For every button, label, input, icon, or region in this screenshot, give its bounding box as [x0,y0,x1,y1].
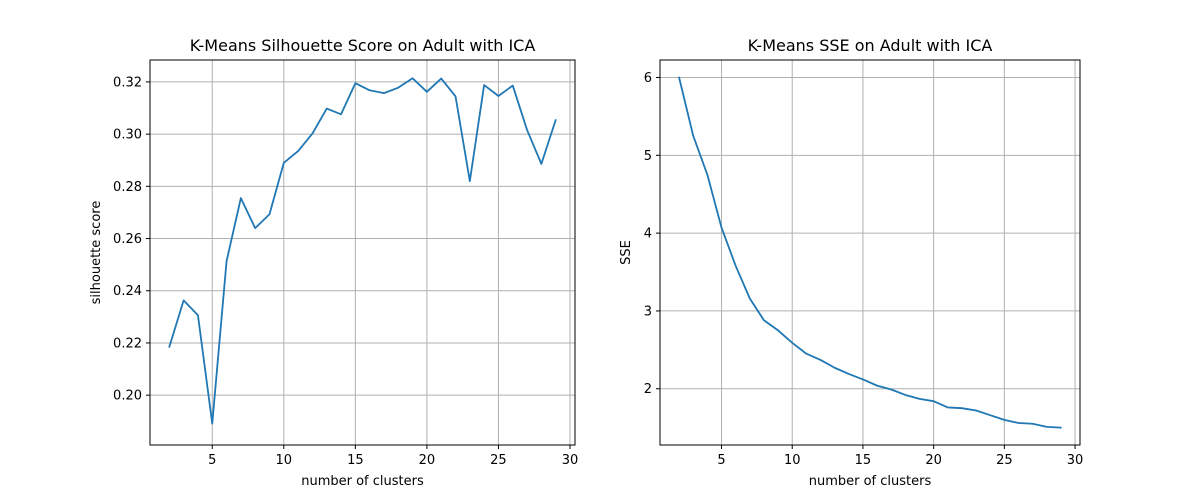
chart-title: K-Means SSE on Adult with ICA [748,36,993,55]
y-tick-label: 2 [644,382,652,397]
chart-silhouette: 5 10 15 20 25 30 0.20 0.22 0.24 0.26 0.28 0.30 0.32 K… [89,36,578,489]
chart-title: K-Means Silhouette Score on Adult with I… [190,36,536,55]
x-tick-label: 15 [347,453,364,468]
y-tick-label: 3 [644,304,652,319]
x-axis-label: number of clusters [809,474,932,489]
y-tick-label: 0.30 [113,128,142,143]
y-tick-label: 6 [644,71,652,86]
x-tick-label: 5 [208,453,216,468]
y-tick-label: 4 [644,227,652,242]
plot-frame [149,59,576,446]
x-tick-label: 25 [996,453,1013,468]
y-tick-label: 0.26 [113,232,142,247]
y-tick-label: 5 [644,149,652,164]
x-axis-label: number of clusters [301,474,424,489]
x-tick-label: 5 [717,453,725,468]
y-tick-label: 0.24 [113,284,142,299]
x-tick-label: 15 [855,453,872,468]
y-tick-label: 0.20 [113,389,142,404]
y-axis-label: SSE [619,240,634,265]
x-tick-label: 20 [925,453,942,468]
x-tick-label: 25 [490,453,507,468]
x-tick-label: 30 [562,453,579,468]
series-line [168,77,557,425]
x-tick-label: 20 [419,453,436,468]
x-tick-label: 10 [276,453,293,468]
x-tick-label: 10 [784,453,801,468]
plot-frame [659,59,1081,446]
y-tick-label: 0.32 [113,75,142,90]
y-axis-label: silhouette score [89,201,104,305]
series-line [678,76,1062,429]
x-tick-label: 30 [1067,453,1084,468]
y-tick-label: 0.28 [113,180,142,195]
y-tick-label: 0.22 [113,336,142,351]
chart-sse: 5 10 15 20 25 30 2 3 4 5 6 K-Means SSE on Adult wit… [619,36,1083,489]
